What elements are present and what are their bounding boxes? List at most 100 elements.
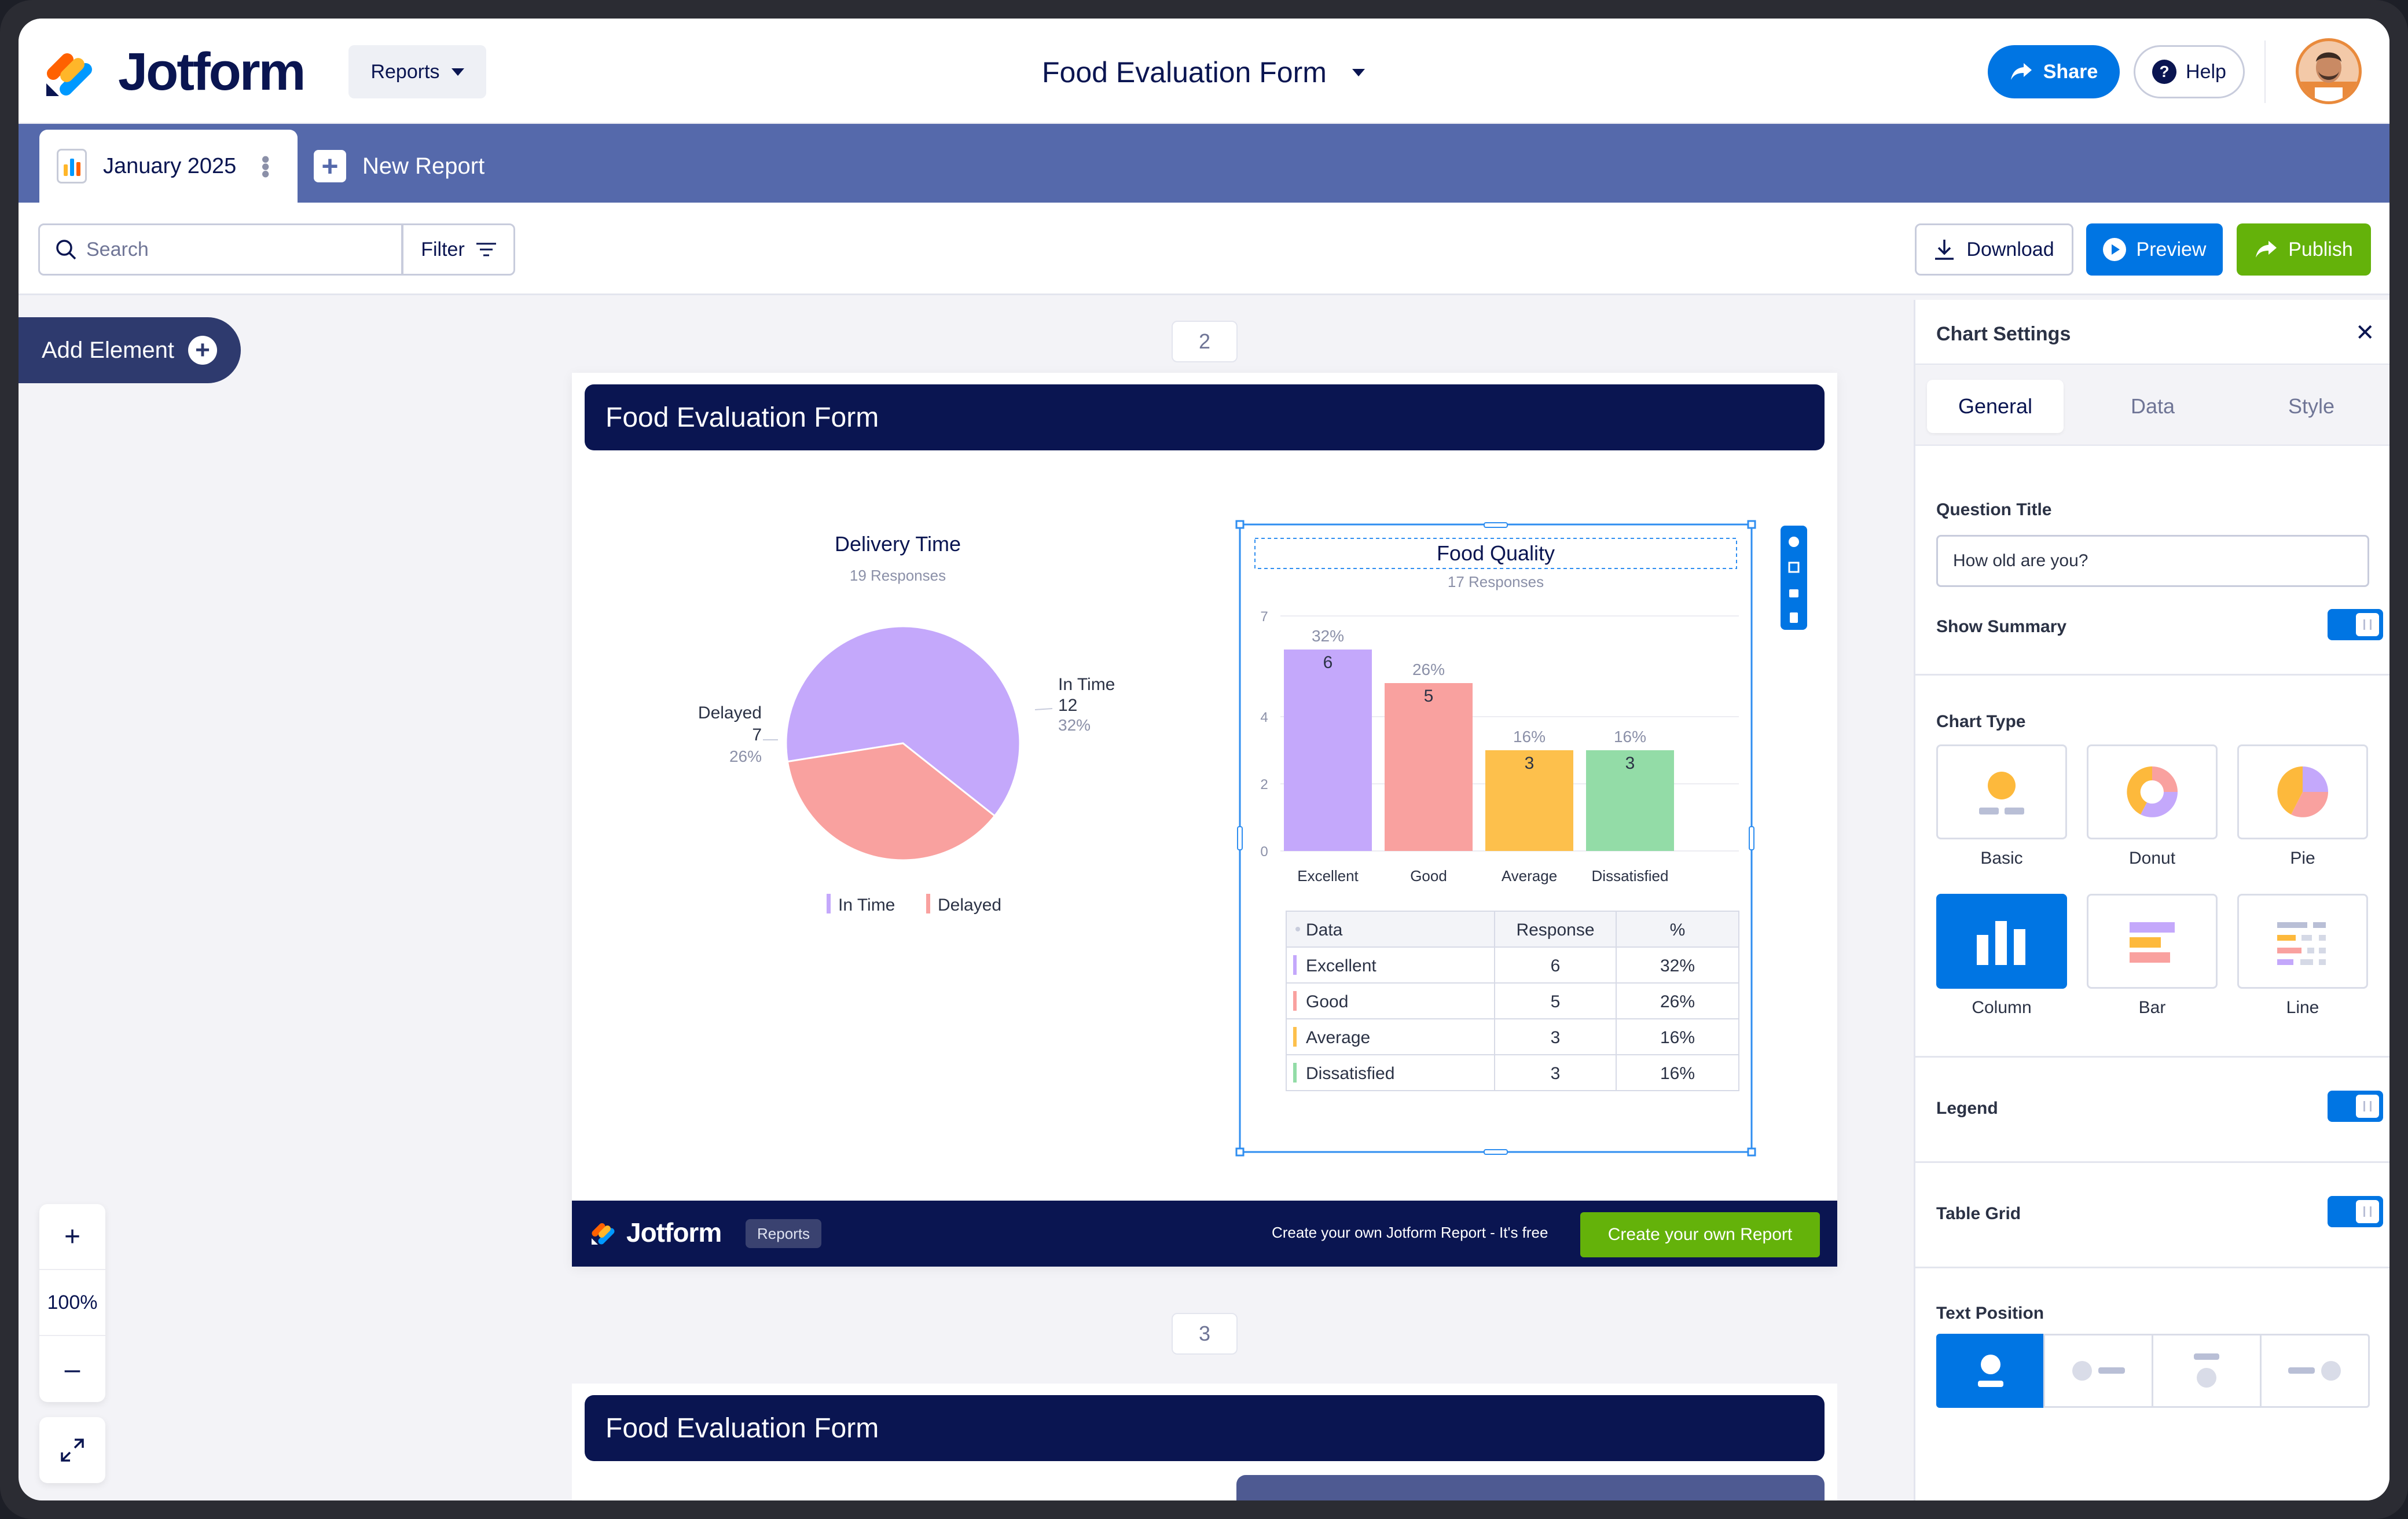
pie-slice[interactable] [786, 742, 996, 861]
table-header-cell: % [1670, 920, 1686, 940]
brand-name[interactable]: Jotform [118, 42, 306, 101]
column-bar[interactable] [1485, 750, 1573, 851]
gear-icon[interactable] [1789, 537, 1799, 547]
footer-brand: Jotform [626, 1217, 722, 1248]
bar-percent-label: 16% [1513, 728, 1546, 746]
page-number: 3 [1172, 1313, 1238, 1355]
page-title-bar[interactable]: Food Evaluation Form [585, 1395, 1825, 1461]
table-row-swatch [1293, 955, 1297, 975]
table-row-swatch [1293, 1063, 1297, 1083]
text-position-top[interactable] [1936, 1334, 2045, 1408]
avatar[interactable] [2296, 38, 2362, 104]
resize-handle[interactable] [1484, 1149, 1508, 1155]
image-element[interactable] [1236, 1475, 1825, 1500]
publish-button[interactable]: Publish [2237, 223, 2371, 276]
table-header-cell: Data [1306, 920, 1343, 940]
column-bar[interactable] [1385, 683, 1473, 851]
show-summary-toggle[interactable] [2328, 609, 2383, 640]
chart-type-line[interactable] [2237, 894, 2368, 989]
zoom-out-button[interactable]: – [64, 1353, 80, 1385]
help-button[interactable]: ? Help [2134, 45, 2245, 98]
question-title-input[interactable]: How old are you? [1936, 535, 2369, 587]
pie-slice[interactable] [785, 625, 1021, 817]
tab-general[interactable]: General [1927, 380, 2064, 433]
search-input[interactable]: Search [38, 223, 403, 276]
search-placeholder: Search [86, 238, 149, 260]
text-bottom-icon [2194, 1353, 2219, 1388]
table-cell: 32% [1660, 956, 1695, 975]
column-bar[interactable] [1284, 650, 1372, 851]
text-position-right[interactable] [2043, 1334, 2153, 1408]
page-footer: Jotform Reports Create your own Jotform … [572, 1201, 1837, 1267]
filter-button[interactable]: Filter [402, 223, 515, 276]
chart-settings-panel: Chart Settings ✕ General Data Style Ques… [1914, 300, 2389, 1500]
add-element-button[interactable]: Add Element + [19, 317, 241, 383]
pie-label: In Time [1058, 675, 1115, 694]
table-cell: 3 [1551, 1064, 1561, 1083]
app-screen: Jotform Reports Food Evaluation Form Sha… [19, 19, 2389, 1500]
kebab-menu-icon[interactable]: ••• [252, 155, 280, 178]
fullscreen-button[interactable] [39, 1417, 105, 1483]
resize-handle[interactable] [1747, 1147, 1756, 1157]
jotform-logo-icon [592, 1223, 615, 1245]
question-title-label: Question Title [1936, 500, 2052, 519]
filter-label: Filter [421, 238, 465, 260]
duplicate-icon[interactable] [1788, 562, 1800, 573]
column-bar[interactable] [1586, 750, 1674, 851]
resize-handle[interactable] [1235, 520, 1245, 529]
chart-type-donut[interactable] [2087, 744, 2218, 839]
x-tick-label: Good [1410, 867, 1447, 885]
basic-chart-icon [1979, 772, 2024, 814]
resize-handle[interactable] [1237, 826, 1243, 850]
chart-type-bar[interactable] [2087, 894, 2218, 989]
text-position-bottom[interactable] [2152, 1334, 2262, 1408]
table-grid-label: Table Grid [1936, 1204, 2021, 1223]
tab-style[interactable]: Style [2288, 394, 2335, 418]
bar-percent-label: 16% [1614, 728, 1646, 746]
y-tick-label: 7 [1260, 609, 1268, 625]
chart-type-pie[interactable] [2237, 744, 2368, 839]
form-title-dropdown[interactable]: Food Evaluation Form [1042, 56, 1365, 89]
page-title-bar[interactable]: Food Evaluation Form [585, 384, 1825, 450]
text-position-left[interactable] [2260, 1334, 2370, 1408]
chart-type-label-column: Column [1972, 998, 2032, 1017]
title-edit-box[interactable] [1254, 538, 1737, 569]
panel-divider [1915, 674, 2389, 676]
table-grid-toggle[interactable] [2328, 1196, 2383, 1227]
pie-percent-label: 32% [1058, 716, 1091, 734]
trash-icon[interactable] [1790, 612, 1798, 623]
preview-label: Preview [2136, 238, 2207, 260]
new-report-button[interactable]: + New Report [314, 141, 484, 191]
resize-handle[interactable] [1747, 520, 1756, 529]
filter-lines-icon [476, 243, 496, 256]
chart-type-column[interactable] [1936, 894, 2067, 989]
lock-icon[interactable] [1789, 589, 1798, 597]
chart-type-basic[interactable] [1936, 744, 2067, 839]
close-icon[interactable]: ✕ [2355, 320, 2375, 346]
table-header-cell: Response [1516, 920, 1594, 940]
help-label: Help [2186, 60, 2226, 83]
tab-january-2025[interactable]: January 2025 ••• [39, 130, 298, 203]
play-icon [2102, 238, 2126, 261]
table-header-dot [1295, 927, 1300, 931]
reports-dropdown[interactable]: Reports [348, 45, 486, 98]
resize-handle[interactable] [1749, 826, 1754, 850]
element-toolbar[interactable] [1781, 526, 1807, 630]
resize-handle[interactable] [1484, 522, 1508, 528]
form-title: Food Evaluation Form [1042, 56, 1327, 89]
y-tick-label: 4 [1260, 710, 1268, 725]
column-chart-title[interactable]: Food Quality [1437, 541, 1555, 565]
preview-button[interactable]: Preview [2086, 223, 2223, 276]
pie-leader-line [1034, 708, 1053, 710]
help-icon: ? [2152, 60, 2177, 84]
resize-handle[interactable] [1235, 1147, 1245, 1157]
zoom-in-button[interactable]: + [39, 1204, 105, 1270]
create-report-button[interactable]: Create your own Report [1580, 1212, 1820, 1257]
y-tick-label: 0 [1260, 844, 1268, 860]
legend-toggle[interactable] [2328, 1091, 2383, 1122]
bar-value-label: 3 [1625, 754, 1635, 773]
share-button[interactable]: Share [1988, 45, 2120, 98]
chevron-down-icon [1352, 68, 1365, 76]
tab-data[interactable]: Data [2130, 394, 2175, 418]
download-button[interactable]: Download [1915, 223, 2073, 276]
